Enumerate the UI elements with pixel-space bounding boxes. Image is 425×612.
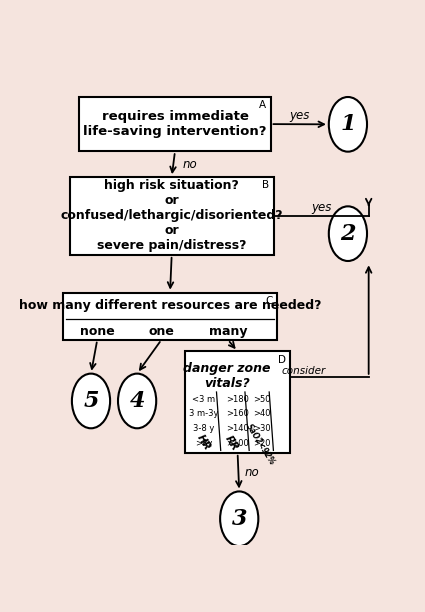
Text: none: none [80,325,115,338]
Text: high risk situation?
or
confused/lethargic/disoriented?
or
severe pain/distress?: high risk situation? or confused/letharg… [60,179,283,253]
Bar [70,177,274,255]
Text: yes: yes [289,109,310,122]
Text: C: C [266,296,273,306]
Text: >8y: >8y [195,439,212,447]
Text: danger zone
vitals?: danger zone vitals? [183,362,271,390]
Circle shape [118,373,156,428]
Text: one: one [149,325,174,338]
Text: how many different resources are needed?: how many different resources are needed? [19,299,321,312]
Bar [185,351,290,453]
Text: no: no [182,158,197,171]
Text: 5: 5 [83,390,99,412]
Text: 3 m-3y: 3 m-3y [189,409,218,419]
Text: 4: 4 [129,390,145,412]
Text: >160: >160 [226,409,249,419]
Text: B: B [262,181,269,190]
Bar [79,97,270,151]
Text: 1: 1 [340,113,356,135]
Circle shape [329,97,367,152]
Text: 3: 3 [232,508,247,530]
Circle shape [329,206,367,261]
Text: 3-8 y: 3-8 y [193,424,215,433]
Circle shape [220,491,258,546]
Text: >50: >50 [253,395,271,404]
Text: >180: >180 [226,395,249,404]
Text: SaO2<92%: SaO2<92% [244,422,277,467]
Text: RR: RR [223,435,240,453]
Text: >20: >20 [253,439,271,447]
Text: many: many [209,325,247,338]
Text: <3 m: <3 m [192,395,215,404]
Text: consider: consider [281,366,326,376]
Text: >30: >30 [253,424,271,433]
Bar [63,293,277,340]
Text: >40: >40 [253,409,271,419]
Text: >140: >140 [226,424,249,433]
Text: >100: >100 [226,439,249,447]
Text: 2: 2 [340,223,356,245]
Text: yes: yes [311,201,332,214]
Text: no: no [245,466,260,479]
Text: A: A [259,100,266,110]
Text: requires immediate
life-saving intervention?: requires immediate life-saving intervent… [83,110,267,138]
Circle shape [72,373,110,428]
Text: HR: HR [195,433,212,452]
Text: D: D [278,355,286,365]
